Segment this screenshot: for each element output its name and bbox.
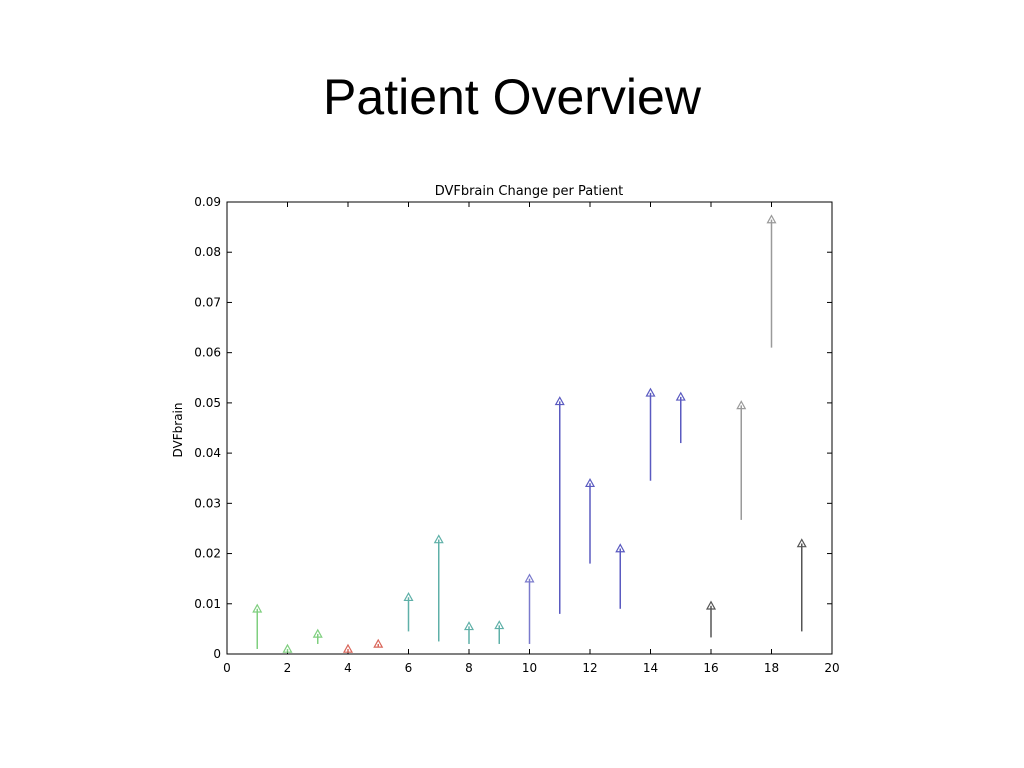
y-tick-label: 0.08 bbox=[194, 245, 221, 259]
triangle-marker bbox=[373, 638, 384, 648]
x-tick-label: 0 bbox=[223, 661, 231, 675]
triangle-marker bbox=[282, 643, 293, 653]
y-tick-label: 0.06 bbox=[194, 346, 221, 360]
chart-title: DVFbrain Change per Patient bbox=[435, 184, 624, 199]
triangle-marker bbox=[705, 600, 717, 610]
x-tick-label: 2 bbox=[284, 661, 292, 675]
triangle-marker bbox=[312, 628, 323, 638]
y-tick-label: 0 bbox=[213, 647, 221, 661]
x-tick-label: 18 bbox=[764, 661, 779, 675]
y-tick-label: 0.09 bbox=[194, 195, 221, 209]
axes: 0 2 4 6 8 10 12 14 16 18 20 0 0.01 0.02 0.03 0.04 0.05 0.… bbox=[194, 195, 839, 675]
x-tick-label: 16 bbox=[703, 661, 718, 675]
x-tick-label: 12 bbox=[582, 661, 597, 675]
triangle-marker bbox=[645, 387, 656, 397]
triangle-marker bbox=[524, 573, 535, 583]
triangle-marker bbox=[615, 543, 626, 553]
y-tick-label: 0.05 bbox=[194, 396, 221, 410]
x-tick-label: 8 bbox=[465, 661, 473, 675]
x-tick-label: 6 bbox=[405, 661, 413, 675]
triangle-marker bbox=[736, 400, 747, 410]
triangle-marker bbox=[584, 478, 596, 488]
triangle-marker bbox=[433, 534, 444, 544]
data-marks bbox=[252, 214, 807, 653]
triangle-marker bbox=[463, 621, 475, 631]
slide-title: Patient Overview bbox=[323, 69, 701, 125]
triangle-marker bbox=[252, 603, 263, 613]
y-axis-label: DVFbrain bbox=[171, 403, 185, 458]
y-tick-label: 0.07 bbox=[194, 295, 221, 309]
y-tick-label: 0.01 bbox=[194, 597, 221, 611]
x-tick-label: 20 bbox=[824, 661, 839, 675]
y-tick-label: 0.04 bbox=[194, 446, 221, 460]
y-tick-label: 0.03 bbox=[194, 496, 221, 510]
x-tick-label: 10 bbox=[522, 661, 537, 675]
triangle-marker bbox=[766, 214, 777, 224]
triangle-marker bbox=[675, 391, 686, 401]
triangle-marker bbox=[403, 592, 414, 602]
triangle-marker bbox=[554, 396, 565, 406]
triangle-marker bbox=[796, 538, 807, 548]
y-tick-label: 0.02 bbox=[194, 547, 221, 561]
x-tick-label: 14 bbox=[643, 661, 658, 675]
triangle-marker bbox=[342, 643, 354, 653]
triangle-marker bbox=[494, 620, 505, 630]
x-tick-label: 4 bbox=[344, 661, 352, 675]
